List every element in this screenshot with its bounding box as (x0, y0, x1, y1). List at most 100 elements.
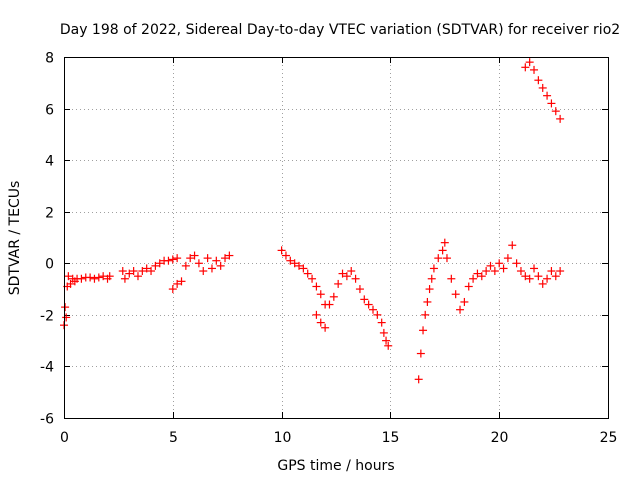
data-point (281, 251, 290, 260)
y-tick-label: -6 (40, 412, 54, 428)
data-point (379, 328, 388, 337)
data-point (61, 303, 70, 312)
data-point (295, 261, 304, 270)
chart-title: Day 198 of 2022, Sidereal Day-to-day VTE… (60, 22, 620, 38)
data-point (177, 277, 186, 286)
y-tick-label: 6 (45, 103, 54, 119)
y-tick-label: 8 (45, 51, 54, 67)
data-point (308, 274, 317, 283)
data-point (447, 274, 456, 283)
data-point (469, 274, 478, 283)
data-point (534, 76, 543, 85)
data-point (64, 272, 73, 281)
data-point (421, 310, 430, 319)
data-point (342, 272, 351, 281)
data-point (186, 254, 195, 263)
data-point (440, 238, 449, 247)
data-point (312, 310, 321, 319)
data-point (384, 341, 393, 350)
data-point (173, 279, 182, 288)
y-axis-title: SDTVAR / TECUs (7, 181, 23, 296)
data-point (434, 254, 443, 263)
data-points-layer (60, 58, 565, 384)
data-point (129, 267, 138, 276)
data-point (86, 273, 95, 282)
data-point (277, 246, 286, 255)
data-point (168, 285, 177, 294)
data-point (329, 292, 338, 301)
data-point (416, 349, 425, 358)
data-point (347, 267, 356, 276)
data-point (423, 297, 432, 306)
data-point (203, 254, 212, 263)
data-point (543, 91, 552, 100)
data-point (368, 305, 377, 314)
data-point (530, 65, 539, 74)
data-point (118, 267, 127, 276)
data-point (425, 285, 434, 294)
data-point (316, 318, 325, 327)
x-tick-label: 20 (491, 430, 509, 446)
data-point (538, 83, 547, 92)
data-point (355, 285, 364, 294)
data-point (556, 114, 565, 123)
data-point (442, 254, 451, 263)
data-point (456, 305, 465, 314)
data-point (212, 256, 221, 265)
data-point (512, 259, 521, 268)
data-point (373, 310, 382, 319)
data-point (427, 274, 436, 283)
data-point (133, 272, 142, 281)
data-point (382, 336, 391, 345)
data-point (503, 254, 512, 263)
data-point (460, 297, 469, 306)
data-point (77, 274, 86, 283)
data-point (364, 300, 373, 309)
data-point (377, 318, 386, 327)
data-point (181, 261, 190, 270)
data-point (547, 267, 556, 276)
data-point (547, 99, 556, 108)
y-tick-label: 2 (45, 206, 54, 222)
data-point (351, 274, 360, 283)
data-point (338, 269, 347, 278)
data-point (525, 58, 534, 67)
data-point (125, 269, 134, 278)
data-point (525, 274, 534, 283)
data-point (495, 259, 504, 268)
data-point (490, 267, 499, 276)
y-tick-label: 4 (45, 154, 54, 170)
data-point (551, 272, 560, 281)
data-point (168, 255, 177, 264)
data-point (419, 326, 428, 335)
data-point (477, 272, 486, 281)
data-point (286, 256, 295, 265)
data-point (543, 274, 552, 283)
grid-layer (64, 57, 608, 418)
data-point (120, 274, 129, 283)
data-point (429, 264, 438, 273)
data-point (147, 267, 156, 276)
x-tick-label: 25 (600, 430, 618, 446)
data-point (438, 246, 447, 255)
data-point (194, 259, 203, 268)
data-point (155, 259, 164, 268)
data-point (473, 269, 482, 278)
x-tick-label: 10 (274, 430, 292, 446)
data-point (516, 267, 525, 276)
x-tick-label: 15 (382, 430, 400, 446)
data-point (508, 241, 517, 250)
y-tick-label: 0 (45, 257, 54, 273)
plot-frame (64, 57, 609, 419)
data-point (142, 264, 151, 273)
data-point (221, 254, 230, 263)
data-point (316, 290, 325, 299)
x-axis-title: GPS time / hours (277, 458, 394, 474)
data-point (290, 259, 299, 268)
data-point (312, 282, 321, 291)
data-point (62, 313, 71, 322)
y-tick-label: -4 (40, 360, 54, 376)
data-point (538, 279, 547, 288)
